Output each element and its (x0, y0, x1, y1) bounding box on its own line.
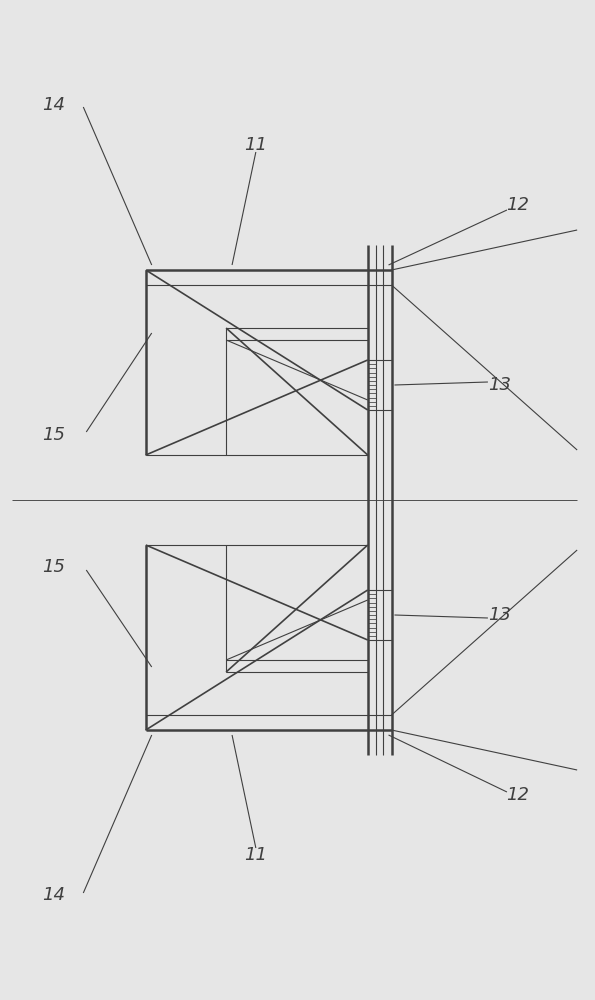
Text: 15: 15 (42, 426, 65, 444)
Text: 11: 11 (245, 136, 267, 154)
Text: 13: 13 (488, 376, 511, 394)
Text: 15: 15 (42, 558, 65, 576)
Text: 14: 14 (42, 886, 65, 904)
Text: 13: 13 (488, 606, 511, 624)
Text: 14: 14 (42, 96, 65, 114)
Text: 12: 12 (506, 196, 529, 214)
Text: 11: 11 (245, 846, 267, 864)
Text: 12: 12 (506, 786, 529, 804)
